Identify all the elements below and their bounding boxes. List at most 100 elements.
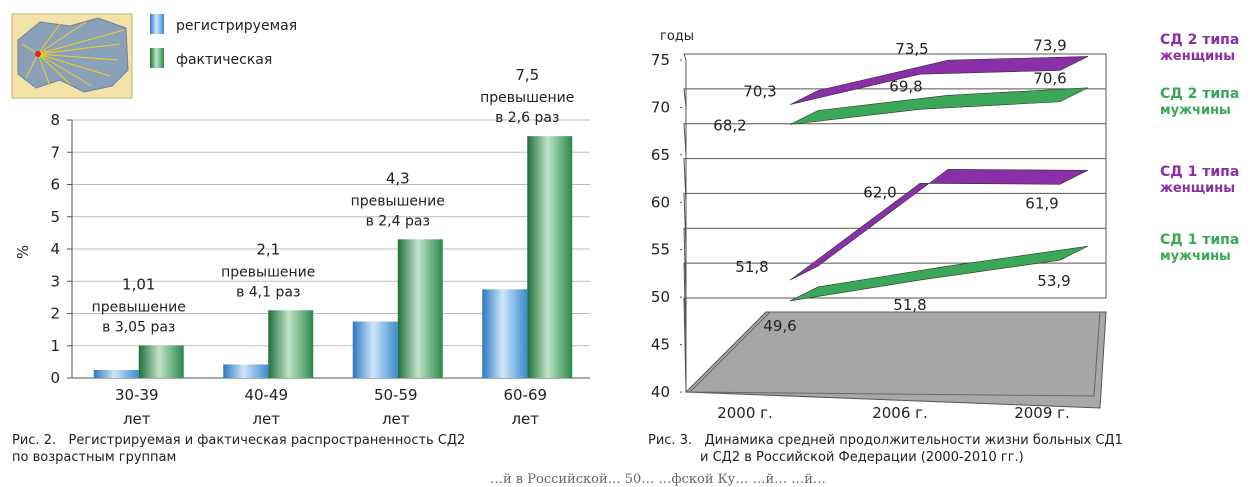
x-tick-label: 40-49 bbox=[244, 386, 288, 404]
data-label: 53,9 bbox=[1037, 272, 1070, 290]
x-tick-label: 2000 г. bbox=[717, 404, 773, 422]
y-tick-label: 7 bbox=[50, 143, 60, 161]
gridline bbox=[683, 123, 1106, 155]
x-tick-sublabel: лет bbox=[123, 410, 151, 428]
line-chart-life-expectancy: 40 45 50 55 60 65 70 75 годы 2000 г. 2006 г. 2009 г… bbox=[651, 29, 1239, 422]
annotation-text: превышение bbox=[351, 193, 445, 209]
russia-map-thumbnail bbox=[11, 13, 133, 99]
legend-label: фактическая bbox=[176, 52, 272, 68]
legend-label: СД 2 типа bbox=[1160, 86, 1239, 102]
figure3-caption-line1: Динамика средней продолжительности жизни… bbox=[704, 433, 1123, 448]
data-label: 70,6 bbox=[1033, 70, 1066, 88]
bar-chart-prevalence: 0 1 2 3 4 5 6 7 8% регистрируемая фактическая 30-39… bbox=[14, 14, 590, 428]
gridline bbox=[683, 158, 1106, 203]
y-axis-label: годы bbox=[660, 29, 694, 44]
gridline bbox=[683, 192, 1106, 250]
bar-actual bbox=[138, 345, 184, 378]
legend-label: СД 1 типа bbox=[1160, 164, 1239, 180]
gridline bbox=[683, 297, 1106, 393]
gridline bbox=[683, 262, 1106, 345]
x-tick-label: 50-59 bbox=[374, 386, 418, 404]
figure3-caption-line2: и СД2 в Российской Федерации (2000-2010 … bbox=[700, 450, 1024, 465]
series-ribbon bbox=[789, 56, 1089, 105]
data-label: 70,3 bbox=[743, 83, 776, 101]
floor-plane bbox=[688, 311, 1101, 397]
data-label: 51,8 bbox=[735, 258, 768, 276]
y-tick-label: 50 bbox=[651, 288, 670, 306]
y-tick-label: 4 bbox=[50, 240, 60, 258]
annotation-ratio: в 2,4 раз bbox=[366, 213, 430, 229]
bar-registered bbox=[93, 369, 139, 378]
annotation-ratio: в 3,05 раз bbox=[102, 319, 175, 335]
x-tick-label: 30-39 bbox=[115, 386, 159, 404]
x-tick-sublabel: лет bbox=[382, 410, 410, 428]
data-label: 51,8 bbox=[893, 296, 926, 314]
annotation-ratio: в 4,1 раз bbox=[236, 284, 300, 300]
annotation-value: 2,1 bbox=[256, 240, 280, 258]
annotation-text: превышение bbox=[480, 90, 574, 106]
annotation-value: 1,01 bbox=[122, 275, 155, 293]
x-tick-label: 2006 г. bbox=[872, 404, 928, 422]
y-tick-label: 40 bbox=[651, 383, 670, 401]
y-tick-label: 70 bbox=[651, 98, 670, 116]
annotation-text: превышение bbox=[92, 299, 186, 315]
cut-off-body-text: …й в Российской… 50… …фской Ку… …й… …й… bbox=[490, 472, 826, 487]
legend-sublabel: мужчины bbox=[1160, 103, 1231, 118]
y-tick-label: 3 bbox=[50, 272, 60, 290]
legend-swatch bbox=[150, 48, 164, 68]
bar-registered bbox=[482, 289, 528, 378]
bar-actual bbox=[397, 239, 443, 378]
annotation-value: 4,3 bbox=[386, 169, 410, 187]
series-ribbon bbox=[789, 169, 1089, 281]
annotation-value: 7,5 bbox=[515, 66, 539, 84]
y-tick-label: 1 bbox=[50, 337, 60, 355]
data-label: 68,2 bbox=[713, 117, 746, 135]
legend-label: СД 1 типа bbox=[1160, 232, 1239, 248]
bar-registered bbox=[223, 364, 269, 378]
bar-actual bbox=[268, 310, 314, 378]
y-tick-label: 6 bbox=[50, 176, 60, 194]
legend-swatch bbox=[150, 14, 164, 34]
series-ribbon bbox=[789, 87, 1089, 125]
y-tick-label: 8 bbox=[50, 111, 60, 129]
y-axis-label: % bbox=[14, 245, 32, 259]
figure3-caption: Рис. 3. Динамика средней продолжительнос… bbox=[648, 432, 1123, 466]
y-tick-label: 65 bbox=[651, 146, 670, 164]
gridline bbox=[683, 227, 1106, 298]
data-label: 49,6 bbox=[763, 317, 796, 335]
x-tick-label: 2009 г. bbox=[1014, 404, 1070, 422]
legend-sublabel: женщины bbox=[1160, 49, 1235, 64]
annotation-ratio: в 2,6 раз bbox=[495, 110, 559, 126]
figure2-number: Рис. 2. bbox=[12, 433, 57, 448]
figure2-caption: Рис. 2. Регистрируемая и фактическая рас… bbox=[12, 432, 465, 466]
y-tick-label: 2 bbox=[50, 305, 60, 323]
gridline bbox=[683, 88, 1106, 108]
data-label: 69,8 bbox=[889, 77, 922, 95]
y-tick-label: 55 bbox=[651, 241, 670, 259]
series-ribbon bbox=[789, 245, 1089, 302]
bar-registered bbox=[352, 321, 398, 378]
figure2-caption-line2: по возрастным группам bbox=[12, 450, 177, 465]
y-tick-label: 5 bbox=[50, 208, 60, 226]
x-tick-sublabel: лет bbox=[252, 410, 280, 428]
data-label: 73,5 bbox=[895, 40, 928, 58]
y-tick-label: 45 bbox=[651, 336, 670, 354]
legend-sublabel: мужчины bbox=[1160, 249, 1231, 264]
y-tick-label: 0 bbox=[50, 369, 60, 387]
x-tick-sublabel: лет bbox=[511, 410, 539, 428]
figure3-number: Рис. 3. bbox=[648, 433, 693, 448]
data-label: 73,9 bbox=[1033, 36, 1066, 54]
annotation-text: превышение bbox=[221, 264, 315, 280]
bar-actual bbox=[527, 136, 573, 378]
data-label: 61,9 bbox=[1025, 194, 1058, 212]
y-tick-label: 60 bbox=[651, 193, 670, 211]
data-label: 62,0 bbox=[863, 183, 896, 201]
legend-label: СД 2 типа bbox=[1160, 32, 1239, 48]
figure2-caption-line1: Регистрируемая и фактическая распростран… bbox=[68, 433, 466, 448]
legend-label: регистрируемая bbox=[176, 18, 297, 34]
gridline bbox=[683, 53, 1106, 61]
x-tick-label: 60-69 bbox=[503, 386, 547, 404]
y-tick-label: 75 bbox=[651, 51, 670, 69]
legend-sublabel: женщины bbox=[1160, 181, 1235, 196]
